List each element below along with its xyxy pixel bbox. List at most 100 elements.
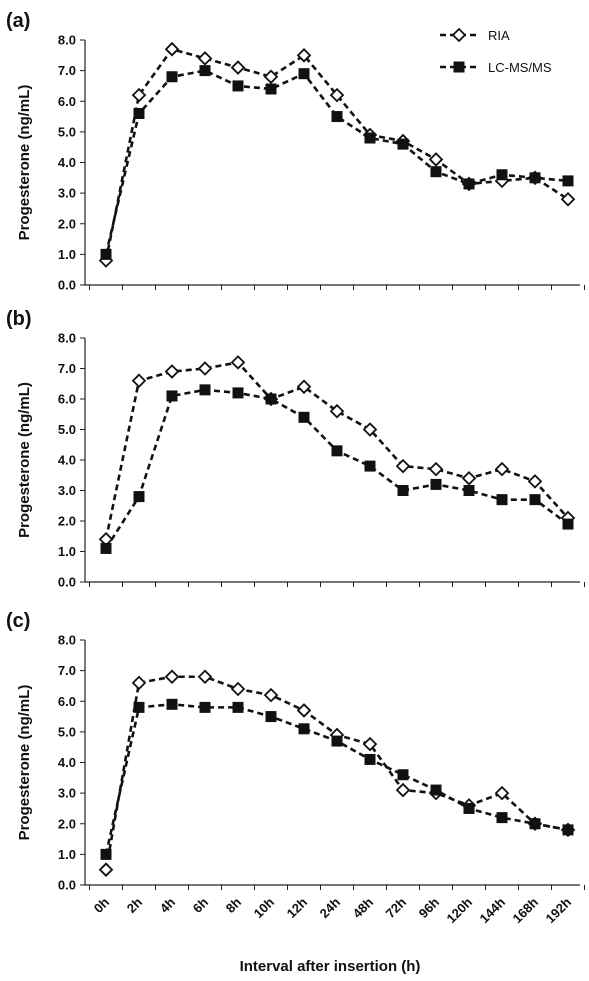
y-tick-label: 8.0 bbox=[58, 33, 76, 48]
y-axis-label: Progesterone (ng/mL) bbox=[16, 85, 33, 241]
data-point-lc-ms-ms bbox=[100, 248, 112, 260]
data-point-ria bbox=[164, 41, 180, 57]
panel-0: 0.0 1.0 2.0 3.0 4.0 5.0 6.0 7.0 8.0 (a) Progestero… bbox=[6, 10, 585, 293]
data-point-lc-ms-ms bbox=[298, 723, 310, 735]
data-point-ria bbox=[494, 785, 510, 801]
data-point-lc-ms-ms bbox=[166, 390, 178, 402]
x-tick-label: 0h bbox=[91, 894, 112, 915]
data-point-lc-ms-ms bbox=[100, 542, 112, 554]
data-point-ria bbox=[362, 736, 378, 752]
series-line bbox=[104, 47, 569, 261]
data-point-lc-ms-ms bbox=[562, 518, 574, 530]
y-tick-label: 2.0 bbox=[58, 514, 76, 529]
data-point-lc-ms-ms bbox=[463, 485, 475, 496]
chart-panels: 0.0 1.0 2.0 3.0 4.0 5.0 6.0 7.0 8.0 (a) Progestero… bbox=[6, 10, 585, 893]
y-tick-label: 0.0 bbox=[58, 575, 76, 590]
legend: RIA LC-MS/MS bbox=[440, 27, 552, 75]
y-tick-label: 4.0 bbox=[58, 155, 76, 170]
data-point-lc-ms-ms bbox=[265, 711, 277, 723]
series-lc-ms-ms bbox=[100, 65, 574, 260]
data-point-ria bbox=[197, 669, 213, 685]
data-point-lc-ms-ms bbox=[397, 769, 409, 781]
data-point-ria bbox=[428, 461, 444, 477]
y-tick-label: 5.0 bbox=[58, 124, 76, 139]
data-point-lc-ms-ms bbox=[265, 393, 277, 405]
data-point-lc-ms-ms bbox=[397, 138, 409, 150]
data-point-lc-ms-ms bbox=[397, 485, 409, 496]
x-tick-label: 12h bbox=[284, 894, 310, 920]
data-point-lc-ms-ms bbox=[199, 384, 211, 396]
panel-label: (c) bbox=[6, 610, 30, 632]
y-tick-label: 7.0 bbox=[58, 361, 76, 376]
y-axis-label: Progesterone (ng/mL) bbox=[16, 382, 33, 538]
data-point-ria bbox=[329, 87, 345, 103]
data-point-ria bbox=[197, 361, 213, 376]
data-point-lc-ms-ms bbox=[199, 701, 211, 713]
data-point-lc-ms-ms bbox=[331, 735, 343, 747]
y-tick-label: 1.0 bbox=[58, 847, 76, 862]
data-point-ria bbox=[263, 69, 279, 85]
x-tick-label: 168h bbox=[510, 894, 542, 926]
y-tick-label: 2.0 bbox=[58, 216, 76, 231]
data-point-lc-ms-ms bbox=[364, 460, 376, 472]
x-tick-label: 8h bbox=[223, 894, 244, 915]
data-point-lc-ms-ms bbox=[232, 387, 244, 399]
data-point-ria bbox=[164, 669, 180, 685]
x-tick-labels: 0h 2h 4h 6h 8h 10h 12h 24h 48h 72h 96h 120h 144h 168h… bbox=[91, 894, 574, 926]
data-point-lc-ms-ms bbox=[100, 848, 112, 860]
legend-label: RIA bbox=[488, 28, 510, 43]
data-point-lc-ms-ms bbox=[562, 175, 574, 187]
data-point-ria bbox=[230, 681, 246, 697]
y-tick-label: 3.0 bbox=[58, 483, 76, 498]
y-tick-label: 3.0 bbox=[58, 786, 76, 801]
data-point-ria bbox=[263, 687, 279, 703]
data-point-ria bbox=[131, 373, 147, 388]
data-point-lc-ms-ms bbox=[199, 65, 211, 77]
data-point-lc-ms-ms bbox=[529, 172, 541, 184]
series-line bbox=[104, 360, 569, 540]
x-tick-label: 4h bbox=[157, 894, 178, 915]
panel-label: (a) bbox=[6, 10, 30, 32]
series-ria bbox=[98, 355, 576, 547]
legend-label: LC-MS/MS bbox=[488, 60, 552, 75]
data-point-lc-ms-ms bbox=[265, 83, 277, 95]
y-tick-label: 3.0 bbox=[58, 186, 76, 201]
data-point-lc-ms-ms bbox=[496, 169, 508, 181]
data-point-ria bbox=[296, 48, 312, 63]
data-point-ria bbox=[494, 461, 510, 477]
x-tick-label: 120h bbox=[444, 894, 476, 926]
data-point-lc-ms-ms bbox=[133, 701, 145, 713]
data-point-ria bbox=[527, 474, 543, 489]
y-tick-label: 4.0 bbox=[58, 453, 76, 468]
data-point-ria bbox=[131, 87, 147, 103]
data-point-ria bbox=[560, 191, 576, 207]
legend-marker-square bbox=[453, 61, 465, 73]
y-tick-label: 5.0 bbox=[58, 724, 76, 739]
y-tick-label: 6.0 bbox=[58, 694, 76, 709]
data-point-lc-ms-ms bbox=[331, 445, 343, 457]
data-point-lc-ms-ms bbox=[430, 166, 442, 178]
x-tick-label: 48h bbox=[350, 894, 376, 920]
y-tick-label: 2.0 bbox=[58, 816, 76, 831]
series-lc-ms-ms bbox=[100, 698, 574, 860]
legend-entry-ria: RIA bbox=[440, 27, 510, 43]
data-point-ria bbox=[296, 703, 312, 718]
data-point-ria bbox=[329, 403, 345, 419]
data-point-ria bbox=[197, 51, 213, 66]
data-point-lc-ms-ms bbox=[529, 494, 541, 506]
y-tick-label: 6.0 bbox=[58, 392, 76, 407]
y-tick-label: 7.0 bbox=[58, 63, 76, 78]
series-lc-ms-ms bbox=[100, 384, 574, 554]
y-tick-label: 4.0 bbox=[58, 755, 76, 770]
data-point-ria bbox=[230, 355, 246, 370]
y-tick-label: 8.0 bbox=[58, 633, 76, 648]
data-point-lc-ms-ms bbox=[232, 80, 244, 92]
panel-1: 0.0 1.0 2.0 3.0 4.0 5.0 6.0 7.0 8.0 (b) Progestero… bbox=[6, 308, 585, 590]
y-tick-label: 1.0 bbox=[58, 247, 76, 262]
data-point-lc-ms-ms bbox=[166, 698, 178, 710]
data-point-lc-ms-ms bbox=[166, 71, 178, 83]
y-tick-label: 1.0 bbox=[58, 544, 76, 559]
data-point-lc-ms-ms bbox=[298, 68, 310, 80]
data-point-lc-ms-ms bbox=[133, 108, 145, 119]
